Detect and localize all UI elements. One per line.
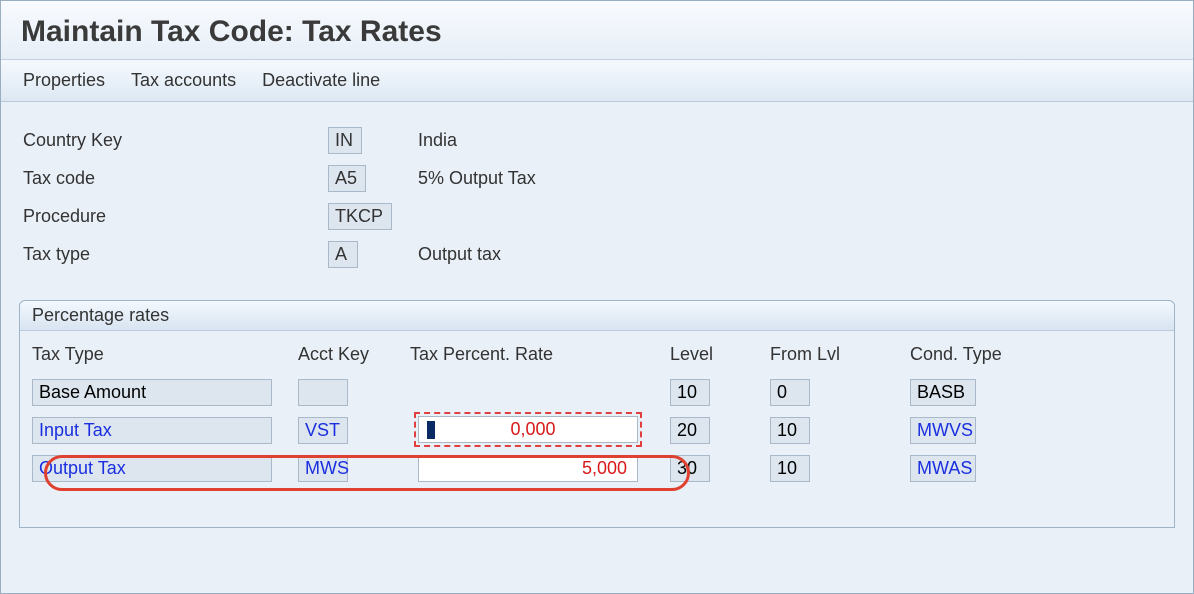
tax-rate-input[interactable] xyxy=(418,455,638,482)
rates-table-header: Tax Type Acct Key Tax Percent. Rate Leve… xyxy=(20,335,1174,373)
table-row: Output Tax MWS 30 10 MWAS xyxy=(20,449,1174,487)
cell-cond-type: BASB xyxy=(910,379,976,406)
cell-tax-type: Base Amount xyxy=(32,379,272,406)
page-title: Maintain Tax Code: Tax Rates xyxy=(21,15,1173,49)
toolbar-item-tax-accounts[interactable]: Tax accounts xyxy=(131,70,236,91)
cell-tax-type: Input Tax xyxy=(32,417,272,444)
text-cursor xyxy=(427,421,435,439)
cell-acct-key: VST xyxy=(298,417,348,444)
col-header-acct: Acct Key xyxy=(298,344,410,365)
cell-from-level: 0 xyxy=(770,379,810,406)
toolbar-item-properties[interactable]: Properties xyxy=(23,70,105,91)
cell-from-level: 10 xyxy=(770,455,810,482)
cell-level: 10 xyxy=(670,379,710,406)
cell-level: 20 xyxy=(670,417,710,444)
col-header-type: Tax Type xyxy=(32,344,298,365)
header-row-taxcode: Tax code A5 5% Output Tax xyxy=(23,162,1171,194)
percentage-rates-group: Percentage rates Tax Type Acct Key Tax P… xyxy=(19,300,1175,528)
header-value-taxcode: A5 xyxy=(328,165,366,192)
window: Maintain Tax Code: Tax Rates Properties … xyxy=(0,0,1194,594)
toolbar: Properties Tax accounts Deactivate line xyxy=(1,60,1193,102)
table-row: Base Amount 10 0 BASB xyxy=(20,373,1174,411)
col-header-rate: Tax Percent. Rate xyxy=(410,344,670,365)
header-label-country: Country Key xyxy=(23,130,328,151)
col-header-from: From Lvl xyxy=(770,344,910,365)
header-value-country: IN xyxy=(328,127,362,154)
tax-rate-value: 0,000 xyxy=(439,419,627,440)
cell-from-level: 10 xyxy=(770,417,810,444)
percentage-rates-title: Percentage rates xyxy=(20,301,1174,331)
cell-level: 30 xyxy=(670,455,710,482)
header-row-procedure: Procedure TKCP xyxy=(23,200,1171,232)
cell-cond-type: MWAS xyxy=(910,455,976,482)
rates-table-body: Base Amount 10 0 BASB Input Tax VST 0,000 20 10… xyxy=(20,373,1174,487)
header-form: Country Key IN India Tax code A5 5% Outp… xyxy=(1,102,1193,290)
col-header-cond: Cond. Type xyxy=(910,344,1050,365)
header-label-taxtype: Tax type xyxy=(23,244,328,265)
header-desc-taxtype: Output tax xyxy=(418,244,501,265)
titlebar: Maintain Tax Code: Tax Rates xyxy=(1,1,1193,60)
header-desc-country: India xyxy=(418,130,457,151)
header-value-procedure: TKCP xyxy=(328,203,392,230)
cell-acct-key: MWS xyxy=(298,455,348,482)
header-value-taxtype: A xyxy=(328,241,358,268)
cell-acct-key xyxy=(298,379,348,406)
table-row: Input Tax VST 0,000 20 10 MWVS xyxy=(20,411,1174,449)
col-header-level: Level xyxy=(670,344,770,365)
header-label-taxcode: Tax code xyxy=(23,168,328,189)
cell-tax-type: Output Tax xyxy=(32,455,272,482)
cell-cond-type: MWVS xyxy=(910,417,976,444)
header-label-procedure: Procedure xyxy=(23,206,328,227)
toolbar-item-deactivate-line[interactable]: Deactivate line xyxy=(262,70,380,91)
header-desc-taxcode: 5% Output Tax xyxy=(418,168,536,189)
header-row-country: Country Key IN India xyxy=(23,124,1171,156)
tax-rate-input[interactable]: 0,000 xyxy=(418,416,638,443)
header-row-taxtype: Tax type A Output tax xyxy=(23,238,1171,270)
